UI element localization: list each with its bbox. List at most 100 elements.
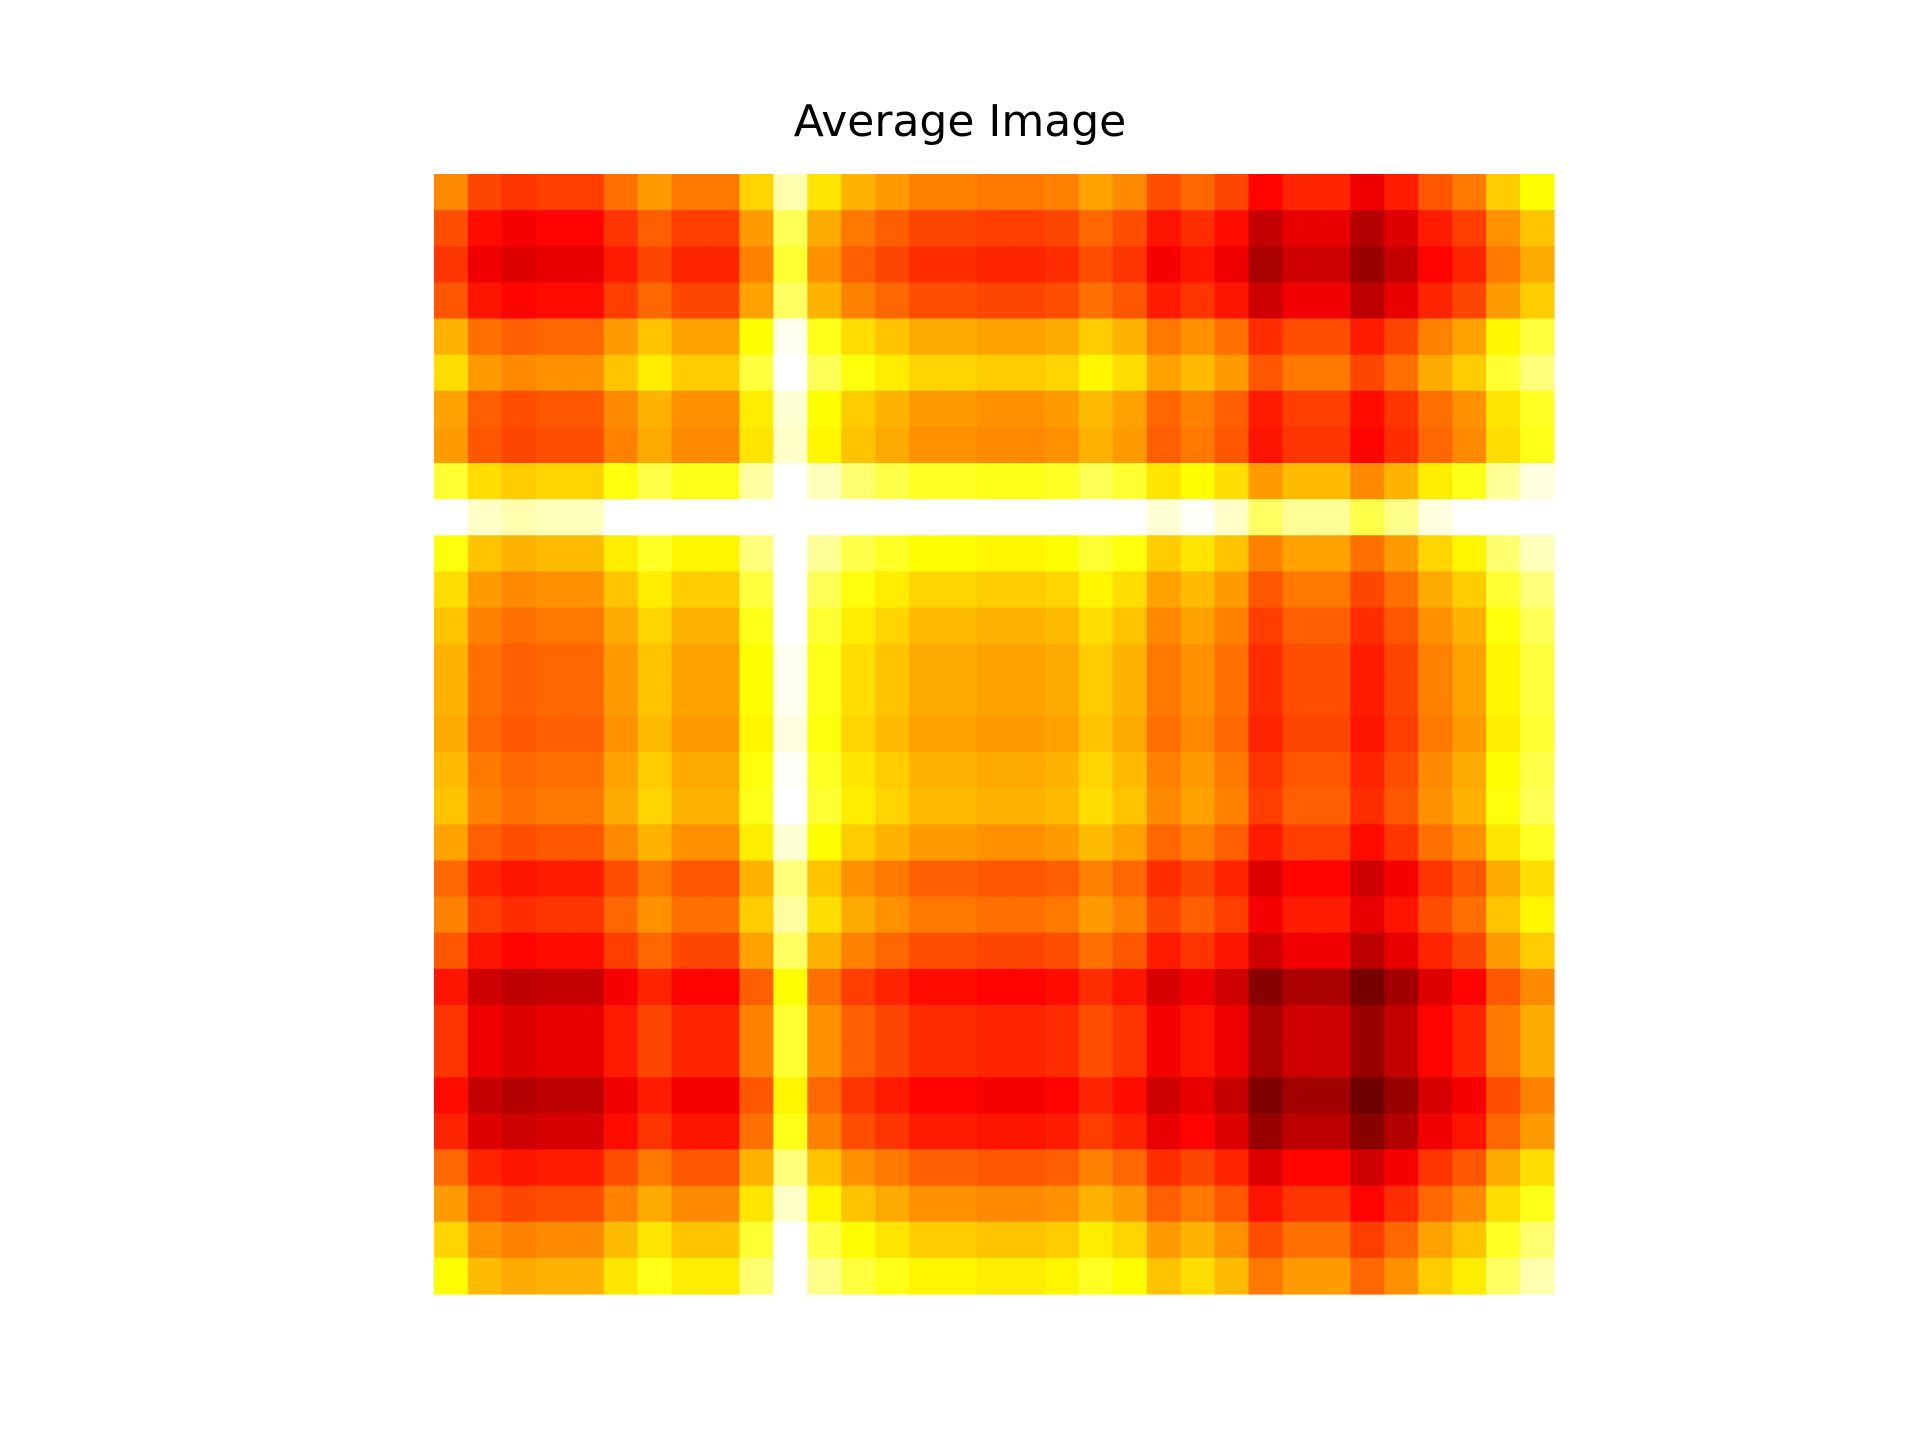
heatmap-cell	[943, 824, 978, 862]
heatmap-cell	[467, 1077, 503, 1114]
heatmap-cell	[739, 426, 774, 464]
heatmap-cell	[977, 318, 1012, 356]
heatmap-cell	[603, 715, 639, 753]
heatmap-cell	[1146, 1149, 1182, 1187]
heatmap-cell	[1282, 499, 1318, 536]
heatmap-cell	[1146, 932, 1182, 970]
heatmap-cell	[637, 824, 673, 862]
heatmap-cell	[434, 426, 469, 464]
heatmap-cell	[535, 1149, 571, 1187]
heatmap-cell	[1418, 499, 1453, 536]
heatmap-cell	[977, 210, 1012, 247]
heatmap-cell	[603, 860, 639, 898]
heatmap-cell	[875, 246, 910, 283]
heatmap-cell	[1180, 643, 1216, 681]
heatmap-cell	[875, 174, 910, 211]
heatmap-cell	[1180, 1221, 1216, 1259]
heatmap-cell	[603, 679, 639, 717]
heatmap-cell	[977, 1257, 1012, 1295]
heatmap-cell	[909, 1004, 944, 1042]
heatmap-cell	[1316, 210, 1351, 247]
heatmap-cell	[603, 1113, 639, 1151]
heatmap-cell	[1350, 1149, 1385, 1187]
heatmap-cell	[739, 463, 774, 500]
heatmap-cell	[1180, 968, 1216, 1006]
heatmap-cell	[501, 679, 537, 717]
heatmap-cell	[875, 210, 910, 247]
heatmap-cell	[467, 1113, 503, 1151]
heatmap-cell	[1010, 679, 1046, 717]
heatmap-cell	[1418, 535, 1453, 573]
heatmap-cell	[1146, 1004, 1182, 1042]
heatmap-cell	[1180, 210, 1216, 247]
heatmap-cell	[807, 896, 842, 934]
heatmap-cell	[909, 463, 944, 500]
heatmap-cell	[739, 499, 774, 536]
heatmap-cell	[943, 1257, 978, 1295]
heatmap-cell	[434, 282, 469, 320]
heatmap-cell	[434, 860, 469, 898]
heatmap-cell	[1486, 210, 1521, 247]
heatmap-cell	[671, 210, 707, 247]
heatmap-cell	[1078, 390, 1114, 428]
heatmap-cell	[1112, 679, 1148, 717]
heatmap-cell	[739, 1077, 774, 1114]
heatmap-cell	[535, 1041, 571, 1078]
heatmap-cell	[1112, 426, 1148, 464]
heatmap-cell	[909, 246, 944, 283]
heatmap-cell	[1282, 318, 1318, 356]
heatmap-cell	[1350, 1257, 1385, 1295]
heatmap-cell	[943, 1185, 978, 1223]
heatmap-cell	[1044, 246, 1080, 283]
heatmap-cell	[535, 571, 571, 609]
heatmap-cell	[637, 752, 673, 789]
heatmap-cell	[1316, 643, 1351, 681]
heatmap-cell	[1180, 499, 1216, 536]
heatmap-cell	[1044, 788, 1080, 825]
heatmap-cell	[977, 824, 1012, 862]
heatmap-cell	[739, 968, 774, 1006]
heatmap-cell	[1146, 535, 1182, 573]
heatmap-cell	[943, 1221, 978, 1259]
heatmap-cell	[1418, 1257, 1453, 1295]
heatmap-cell	[739, 354, 774, 392]
heatmap-cell	[1248, 1077, 1284, 1114]
heatmap-cell	[1418, 932, 1453, 970]
heatmap-cell	[637, 571, 673, 609]
heatmap-cell	[875, 1077, 910, 1114]
heatmap-cell	[671, 607, 707, 645]
heatmap-cell	[1384, 896, 1419, 934]
heatmap-cell	[1282, 463, 1318, 500]
heatmap-cell	[569, 318, 605, 356]
heatmap-cell	[569, 174, 605, 211]
heatmap-cell	[1418, 174, 1453, 211]
heatmap-cell	[1078, 463, 1114, 500]
heatmap-cell	[1214, 860, 1250, 898]
heatmap-cell	[1418, 571, 1453, 609]
heatmap-cell	[1180, 679, 1216, 717]
heatmap-cell	[943, 1149, 978, 1187]
heatmap-cell	[1146, 354, 1182, 392]
heatmap-cell	[467, 607, 503, 645]
heatmap-cell	[875, 499, 910, 536]
heatmap-cell	[1520, 174, 1555, 211]
heatmap-cell	[1214, 354, 1250, 392]
heatmap-cell	[671, 1004, 707, 1042]
heatmap-cell	[943, 1113, 978, 1151]
heatmap-cell	[1418, 210, 1453, 247]
heatmap-cell	[637, 463, 673, 500]
heatmap-cell	[943, 174, 978, 211]
heatmap-cell	[1384, 1185, 1419, 1223]
heatmap-cell	[943, 390, 978, 428]
heatmap-cell	[1520, 643, 1555, 681]
heatmap-cell	[807, 318, 842, 356]
heatmap-cell	[637, 679, 673, 717]
heatmap-cell	[501, 1113, 537, 1151]
heatmap-cell	[875, 390, 910, 428]
heatmap-cell	[1146, 679, 1182, 717]
heatmap-cell	[977, 354, 1012, 392]
heatmap-cell	[1316, 1221, 1351, 1259]
heatmap-cell	[1316, 679, 1351, 717]
heatmap-cell	[501, 426, 537, 464]
heatmap-cell	[569, 463, 605, 500]
